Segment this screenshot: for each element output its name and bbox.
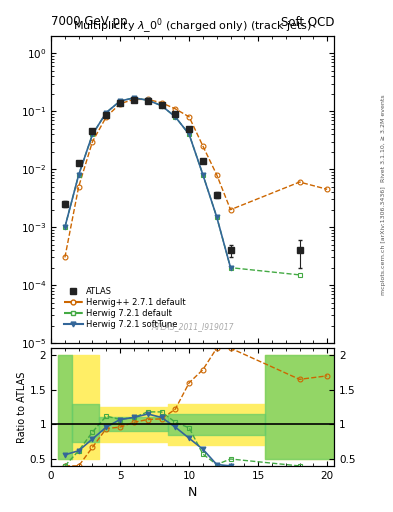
X-axis label: N: N	[188, 486, 197, 499]
Text: mcplots.cern.ch [arXiv:1306.3436]: mcplots.cern.ch [arXiv:1306.3436]	[381, 186, 386, 295]
Legend: ATLAS, Herwig++ 2.7.1 default, Herwig 7.2.1 default, Herwig 7.2.1 softTune: ATLAS, Herwig++ 2.7.1 default, Herwig 7.…	[61, 284, 189, 333]
Text: Soft QCD: Soft QCD	[281, 15, 334, 28]
Text: Rivet 3.1.10, ≥ 3.2M events: Rivet 3.1.10, ≥ 3.2M events	[381, 94, 386, 182]
Y-axis label: Ratio to ATLAS: Ratio to ATLAS	[17, 371, 27, 443]
Title: Multiplicity $\lambda\_0^0$ (charged only) (track jets): Multiplicity $\lambda\_0^0$ (charged onl…	[73, 16, 312, 36]
Text: ATLAS_2011_I919017: ATLAS_2011_I919017	[151, 322, 234, 331]
Text: 7000 GeV pp: 7000 GeV pp	[51, 15, 128, 28]
